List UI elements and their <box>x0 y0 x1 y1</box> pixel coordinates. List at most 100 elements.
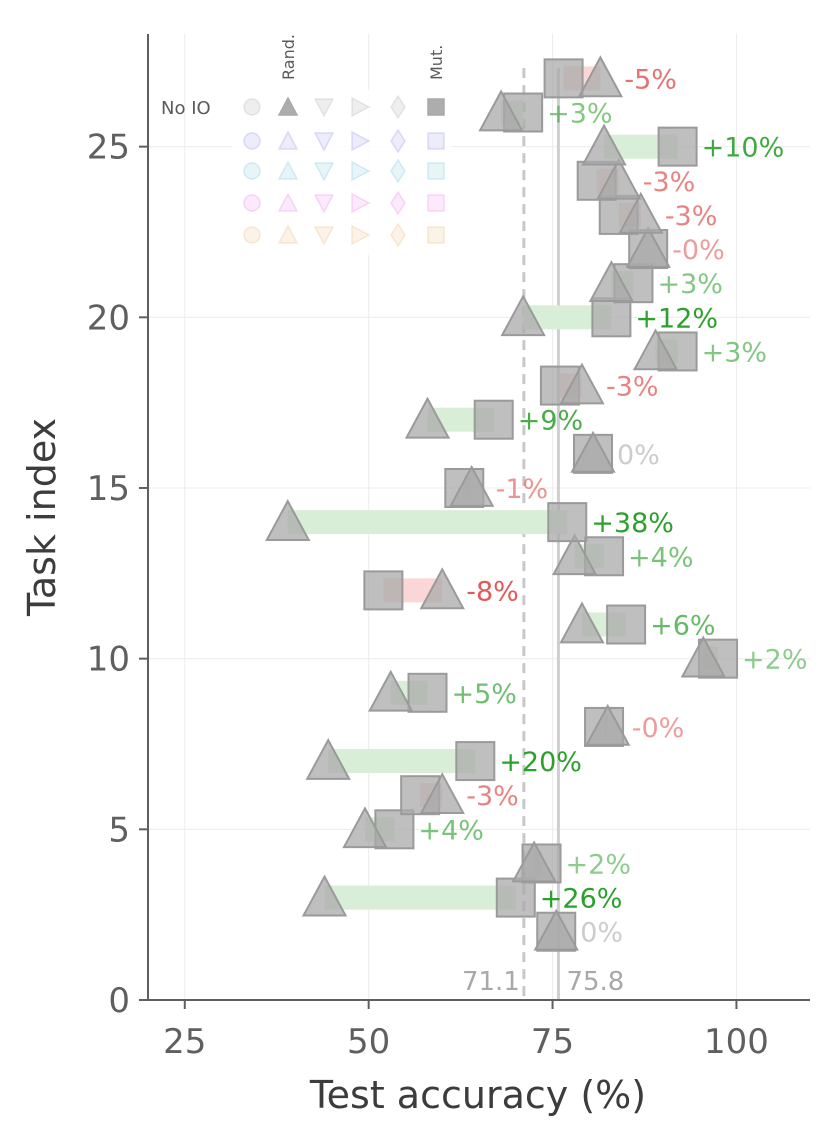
legend-column-label: Mut. <box>427 45 446 80</box>
random-marker <box>596 157 642 200</box>
random-marker <box>618 191 664 234</box>
random-marker <box>570 430 616 473</box>
random-marker <box>500 294 546 337</box>
axes: 25 50 75 100 0 5 10 15 20 25 <box>87 34 810 1062</box>
delta-labels: 71.1 75.80%+26%+2%+4%-3%+20%-0%+5%+2%+6%-… <box>418 64 807 997</box>
delta-label: +3% <box>547 99 612 130</box>
delta-label: -0% <box>672 235 725 266</box>
legend-diamond-marker <box>390 190 406 216</box>
legend-square-marker <box>427 194 445 212</box>
y-tick-label: 20 <box>87 298 130 338</box>
random-marker <box>585 703 631 746</box>
legend-diamond-marker <box>390 128 406 154</box>
legend-background <box>232 90 452 255</box>
mutation-marker <box>495 877 536 918</box>
legend-triangle-down-marker <box>313 162 335 182</box>
delta-label: -8% <box>466 576 519 607</box>
delta-label: +9% <box>518 406 583 437</box>
legend-triangle-up-marker <box>277 160 299 180</box>
legend-triangle-down-marker <box>313 226 335 246</box>
random-marker <box>478 89 524 132</box>
x-tick-label: 75 <box>531 1022 574 1062</box>
y-tick-label: 10 <box>87 640 130 680</box>
y-tick-label: 0 <box>108 981 130 1021</box>
random-marker <box>551 533 598 576</box>
mutation-marker <box>543 58 584 99</box>
random-marker <box>559 601 605 644</box>
random-marker <box>301 874 348 917</box>
random-marker <box>581 123 627 166</box>
random-marker <box>680 635 727 678</box>
legend-square-marker <box>427 98 445 116</box>
x-axis-label: Test accuracy (%) <box>309 1073 646 1117</box>
delta-label: +10% <box>702 133 785 164</box>
legend-diamond-marker <box>390 94 406 120</box>
mutation-marker <box>363 570 404 611</box>
mutation-marker <box>455 741 496 782</box>
delta-label: +5% <box>452 679 517 710</box>
delta-label: +12% <box>635 303 718 334</box>
delta-label: -3% <box>466 781 519 812</box>
delta-label: +2% <box>566 849 631 880</box>
legend-diamond-marker <box>390 158 406 184</box>
legend-triangle-right-marker <box>351 130 371 152</box>
legend-square-marker <box>427 132 445 150</box>
delta-label: +6% <box>650 611 715 642</box>
legend-diamond-marker <box>390 222 406 248</box>
markers <box>265 55 739 952</box>
delta-label: -3% <box>643 167 696 198</box>
legend-circle-marker <box>243 194 261 212</box>
legend-square-marker <box>427 162 445 180</box>
legend-circle-marker <box>243 132 261 150</box>
delta-bar <box>287 510 568 535</box>
delta-label: -0% <box>632 713 685 744</box>
legend-circle-marker <box>243 226 261 244</box>
y-axis-label: Task index <box>20 418 64 617</box>
legend-square-marker <box>427 226 445 244</box>
x-tick-label: 25 <box>163 1022 206 1062</box>
delta-label: -3% <box>665 201 718 232</box>
reference-label: 75.8 <box>566 967 624 997</box>
delta-label: 0% <box>617 440 660 471</box>
delta-label: +3% <box>702 337 767 368</box>
legend-circle-marker <box>243 98 261 116</box>
delta-label: -3% <box>606 372 659 403</box>
delta-label: -1% <box>496 474 549 505</box>
legend-column-label: Rand. <box>279 34 298 80</box>
random-marker <box>559 362 605 405</box>
random-marker <box>625 225 671 268</box>
delta-label: +38% <box>591 508 674 539</box>
delta-bar <box>328 749 476 774</box>
random-marker <box>511 840 557 883</box>
legend: No IO Rand. Mut. <box>161 34 452 255</box>
x-tick-label: 100 <box>704 1022 769 1062</box>
y-tick-label: 5 <box>108 810 130 850</box>
delta-label: 0% <box>580 918 623 949</box>
delta-label: +20% <box>499 747 582 778</box>
mutation-marker <box>473 399 514 440</box>
legend-triangle-up-marker <box>277 130 299 150</box>
legend-row-label: No IO <box>161 98 211 119</box>
delta-label: +4% <box>628 542 693 573</box>
random-marker <box>577 55 624 98</box>
random-marker <box>305 737 351 780</box>
delta-label: +3% <box>657 269 722 300</box>
random-marker <box>419 772 465 815</box>
legend-circle-marker <box>243 162 261 180</box>
delta-label: +4% <box>418 815 483 846</box>
random-marker <box>448 464 495 507</box>
legend-triangle-up-marker <box>277 224 299 244</box>
random-marker <box>265 499 311 541</box>
y-tick-label: 15 <box>87 469 130 509</box>
delta-label: +26% <box>540 884 623 915</box>
reference-label: 71.1 <box>462 967 520 997</box>
legend-triangle-down-marker <box>313 194 335 214</box>
random-marker <box>419 567 465 610</box>
x-tick-label: 50 <box>347 1022 390 1062</box>
random-marker <box>342 806 388 849</box>
delta-bar <box>324 885 516 910</box>
delta-label: -5% <box>624 64 677 95</box>
mutation-marker <box>591 297 632 338</box>
random-marker <box>404 396 451 439</box>
